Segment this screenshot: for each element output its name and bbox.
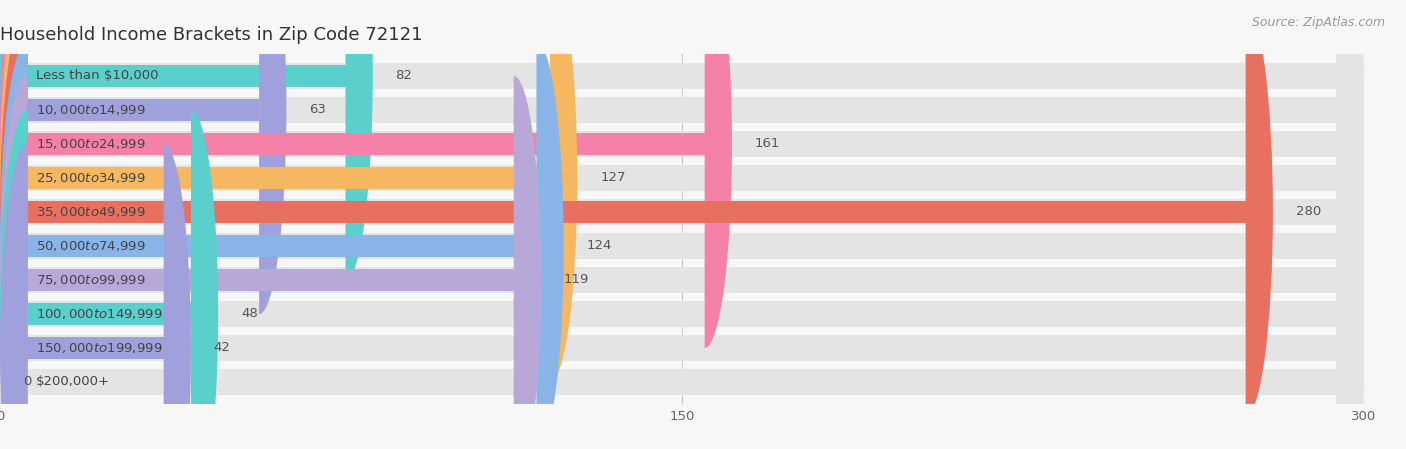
Text: $200,000+: $200,000+ (37, 375, 110, 388)
Wedge shape (1337, 0, 1364, 280)
FancyBboxPatch shape (27, 63, 1337, 89)
FancyBboxPatch shape (27, 335, 1337, 361)
FancyBboxPatch shape (27, 235, 537, 256)
Wedge shape (513, 76, 541, 449)
Wedge shape (0, 0, 27, 314)
Text: $15,000 to $24,999: $15,000 to $24,999 (37, 137, 146, 151)
Wedge shape (0, 8, 27, 416)
Wedge shape (0, 76, 27, 449)
Wedge shape (0, 0, 27, 382)
Text: 280: 280 (1296, 206, 1320, 219)
Wedge shape (0, 76, 27, 449)
Wedge shape (191, 110, 218, 449)
Text: $50,000 to $74,999: $50,000 to $74,999 (37, 239, 146, 253)
Wedge shape (1337, 0, 1364, 314)
Text: $100,000 to $149,999: $100,000 to $149,999 (37, 307, 163, 321)
FancyBboxPatch shape (27, 301, 1337, 327)
Text: $25,000 to $34,999: $25,000 to $34,999 (37, 171, 146, 185)
Wedge shape (259, 0, 287, 314)
Text: Source: ZipAtlas.com: Source: ZipAtlas.com (1251, 16, 1385, 29)
Wedge shape (0, 0, 27, 382)
Wedge shape (1337, 42, 1364, 449)
Wedge shape (537, 42, 564, 449)
FancyBboxPatch shape (27, 267, 1337, 293)
FancyBboxPatch shape (27, 369, 1337, 395)
Text: $35,000 to $49,999: $35,000 to $49,999 (37, 205, 146, 219)
Text: $10,000 to $14,999: $10,000 to $14,999 (37, 103, 146, 117)
Text: 124: 124 (586, 239, 612, 252)
Text: Less than $10,000: Less than $10,000 (37, 70, 159, 83)
FancyBboxPatch shape (27, 338, 163, 359)
Wedge shape (704, 0, 733, 348)
Wedge shape (0, 144, 27, 449)
Wedge shape (346, 0, 373, 280)
Wedge shape (1337, 76, 1364, 449)
Wedge shape (1337, 0, 1364, 348)
Text: 82: 82 (395, 70, 412, 83)
Wedge shape (0, 110, 27, 449)
Wedge shape (0, 144, 27, 449)
Wedge shape (550, 0, 578, 382)
Wedge shape (0, 42, 27, 449)
FancyBboxPatch shape (27, 66, 346, 87)
Wedge shape (0, 0, 27, 280)
Wedge shape (0, 0, 27, 348)
Wedge shape (0, 110, 27, 449)
Text: Household Income Brackets in Zip Code 72121: Household Income Brackets in Zip Code 72… (0, 26, 422, 44)
FancyBboxPatch shape (27, 199, 1337, 225)
Text: $150,000 to $199,999: $150,000 to $199,999 (37, 341, 163, 355)
Wedge shape (0, 0, 27, 314)
Text: 161: 161 (755, 137, 780, 150)
FancyBboxPatch shape (27, 167, 550, 189)
Text: 119: 119 (564, 273, 589, 286)
Wedge shape (1337, 8, 1364, 416)
FancyBboxPatch shape (27, 165, 1337, 191)
Text: $75,000 to $99,999: $75,000 to $99,999 (37, 273, 146, 287)
Text: 42: 42 (214, 342, 231, 355)
FancyBboxPatch shape (27, 233, 1337, 259)
Wedge shape (0, 0, 27, 348)
Wedge shape (1337, 110, 1364, 449)
Wedge shape (0, 0, 27, 280)
FancyBboxPatch shape (27, 97, 1337, 123)
FancyBboxPatch shape (27, 131, 1337, 157)
Wedge shape (163, 144, 191, 449)
Text: 63: 63 (309, 103, 326, 116)
Wedge shape (1337, 178, 1364, 449)
Wedge shape (1337, 0, 1364, 382)
Wedge shape (1337, 144, 1364, 449)
Wedge shape (0, 42, 27, 449)
Text: 48: 48 (240, 308, 257, 321)
FancyBboxPatch shape (27, 133, 704, 154)
Text: 0: 0 (22, 375, 31, 388)
Wedge shape (0, 8, 27, 416)
FancyBboxPatch shape (27, 99, 259, 120)
FancyBboxPatch shape (27, 202, 1246, 223)
FancyBboxPatch shape (27, 269, 513, 291)
Text: 127: 127 (600, 172, 626, 185)
Wedge shape (0, 178, 27, 449)
Wedge shape (1246, 8, 1272, 416)
FancyBboxPatch shape (27, 304, 191, 325)
